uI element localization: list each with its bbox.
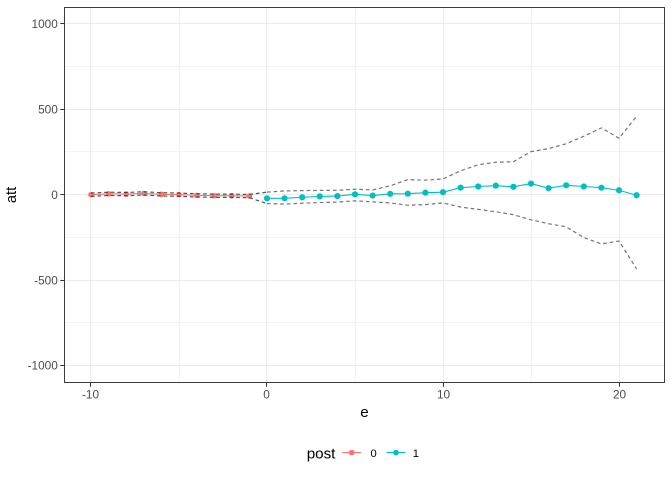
svg-text:-10: -10 xyxy=(82,388,99,402)
svg-text:e: e xyxy=(360,404,368,421)
svg-text:att: att xyxy=(4,187,20,203)
svg-text:1000: 1000 xyxy=(32,17,59,31)
svg-text:500: 500 xyxy=(38,102,58,116)
svg-text:1: 1 xyxy=(413,448,419,460)
svg-text:0: 0 xyxy=(371,448,377,460)
svg-text:0: 0 xyxy=(263,388,270,402)
svg-text:post: post xyxy=(307,446,336,463)
svg-text:-1000: -1000 xyxy=(28,359,59,373)
svg-text:-500: -500 xyxy=(34,273,58,287)
svg-text:0: 0 xyxy=(51,188,58,202)
svg-text:20: 20 xyxy=(613,388,627,402)
svg-text:10: 10 xyxy=(437,388,451,402)
